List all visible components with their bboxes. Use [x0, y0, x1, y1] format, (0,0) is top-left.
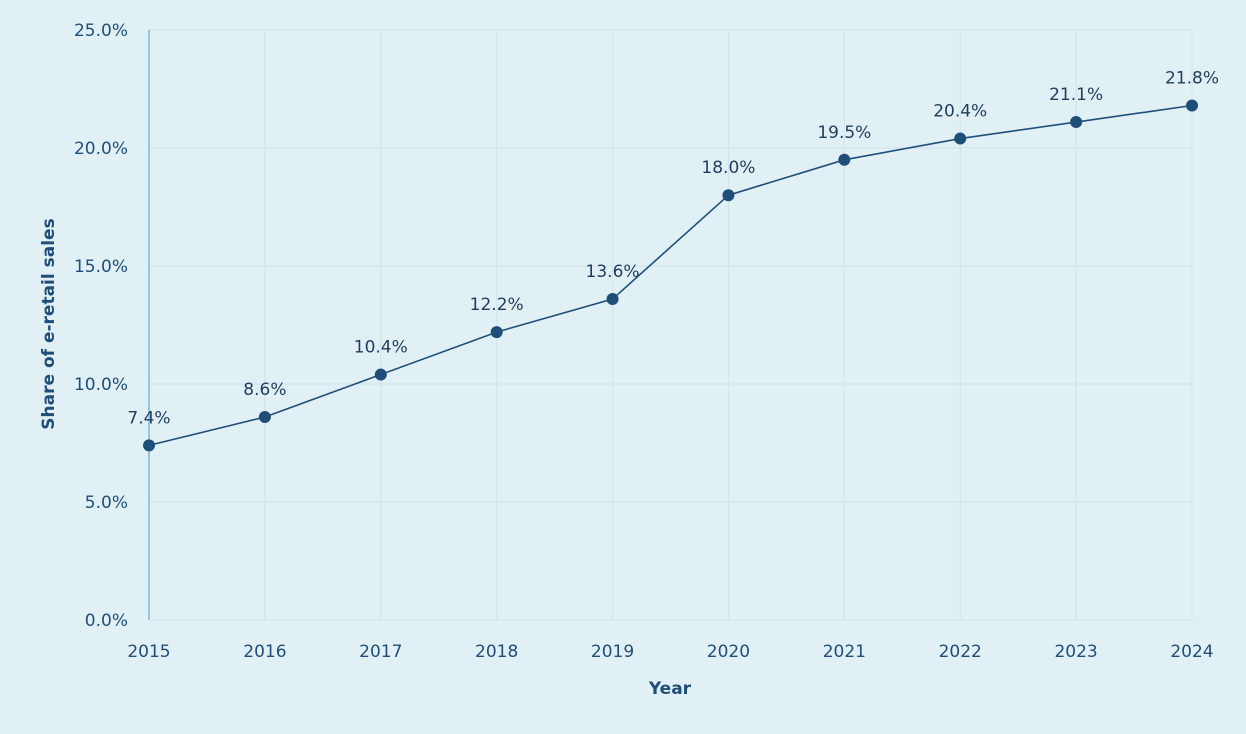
x-tick-label: 2019: [591, 642, 634, 662]
data-label: 21.8%: [1165, 69, 1219, 89]
data-point: [954, 132, 967, 145]
x-tick-label: 2024: [1170, 642, 1213, 662]
data-label: 10.4%: [354, 338, 408, 358]
data-point: [143, 439, 155, 452]
data-labels: 7.4% 8.6% 10.4% 12.2% 13.6% 18.0% 19.5% 20.4% 21…: [127, 69, 1219, 429]
y-tick-label: 10.0%: [74, 375, 128, 395]
data-point: [374, 368, 387, 381]
data-point: [722, 189, 735, 202]
data-point: [1070, 116, 1083, 129]
axes: 0.0% 5.0% 10.0% 15.0% 20.0% 25.0% 2015 2016 2017…: [74, 21, 1214, 662]
data-label: 13.6%: [586, 262, 640, 282]
y-tick-label: 0.0%: [85, 611, 128, 631]
data-label: 21.1%: [1049, 85, 1103, 105]
series-line: [148, 104, 1193, 447]
data-point: [258, 411, 271, 424]
series-layer: [143, 99, 1198, 452]
x-tick-label: 2022: [939, 642, 982, 662]
data-label: 7.4%: [127, 408, 170, 428]
x-tick-label: 2018: [475, 642, 518, 662]
y-tick-label: 20.0%: [74, 139, 128, 159]
x-tick-label: 2015: [127, 642, 170, 662]
gridlines: [149, 29, 1193, 621]
x-tick-label: 2023: [1054, 642, 1097, 662]
data-point: [490, 326, 503, 339]
data-label: 19.5%: [817, 123, 871, 143]
x-tick-label: 2016: [243, 642, 286, 662]
data-point: [606, 293, 619, 306]
data-label: 20.4%: [933, 102, 987, 122]
x-tick-label: 2017: [359, 642, 402, 662]
data-label: 18.0%: [701, 158, 755, 178]
x-tick-label: 2020: [707, 642, 750, 662]
y-tick-label: 5.0%: [85, 493, 128, 513]
data-point: [1186, 99, 1198, 112]
data-label: 8.6%: [243, 380, 286, 400]
y-tick-label: 15.0%: [74, 257, 128, 277]
y-axis-title: Share of e-retail sales: [39, 218, 59, 429]
data-point: [838, 153, 851, 166]
data-label: 12.2%: [470, 295, 524, 315]
x-tick-label: 2021: [823, 642, 866, 662]
y-tick-label: 25.0%: [74, 21, 128, 41]
x-axis-title: Year: [648, 679, 692, 699]
